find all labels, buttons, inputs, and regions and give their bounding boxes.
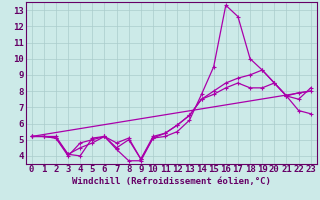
- X-axis label: Windchill (Refroidissement éolien,°C): Windchill (Refroidissement éolien,°C): [72, 177, 271, 186]
